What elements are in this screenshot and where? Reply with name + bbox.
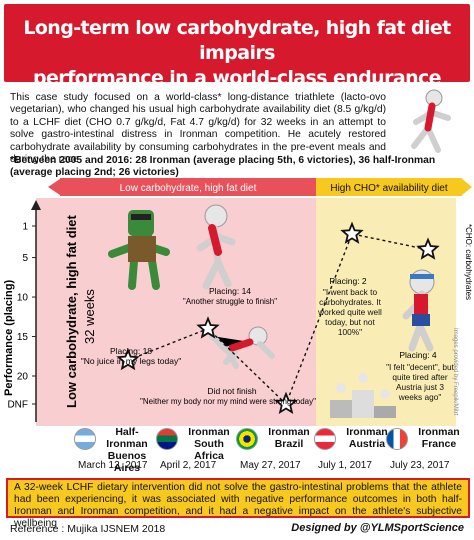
podium-icon: [330, 373, 396, 418]
lchf-vertical-label: Low carbohydrate, high fat diet: [64, 214, 79, 408]
reference-text: Reference : Mujika IJSNEM 2018: [10, 523, 166, 535]
brazil-flag-icon: [236, 428, 258, 450]
y-tick-label: 10: [17, 293, 29, 304]
annotation-quote: "I went back to carbohydrates. It worked…: [318, 287, 382, 337]
south-africa-flag-icon: [156, 428, 178, 450]
star-marker-3: [340, 221, 364, 244]
phase-arrow-right: [462, 179, 472, 195]
annotation-label: Placing: 4: [399, 350, 437, 360]
race-name-line1: Ironman: [346, 426, 388, 438]
annotation-quote: "Neither my body nor my mind were strong…: [140, 397, 316, 406]
annotation-buenos-aires: Placing: 18 "No juice in my legs today": [81, 346, 182, 366]
star-marker-4: [416, 237, 440, 260]
race-name-line2: South Africa: [194, 438, 224, 462]
title-banner: Long-term low carbohydrate, high fat die…: [4, 4, 470, 114]
race-legend: Half-Ironman Buenos Aires March 12, 2017 …: [74, 424, 474, 474]
star-marker-0: [116, 347, 140, 371]
annotation-brazil: Did not finish "Neither my body nor my m…: [140, 386, 316, 406]
annotation-south-africa: Placing: 14 "Another struggle to finish": [183, 286, 277, 306]
title-line-2: performance in a world-class endurance a…: [33, 67, 442, 114]
y-axis-label: Performance (placing): [3, 280, 15, 396]
image-credit-note: Images provided by Freepik/Mitrt: [452, 328, 458, 416]
star-marker-1: [196, 316, 220, 339]
conclusion-box: A 32-week LCHF dietary intervention did …: [6, 478, 470, 529]
annotation-label: Did not finish: [207, 386, 256, 396]
race-name-line2: France: [421, 438, 457, 450]
lchf-band: [36, 198, 316, 426]
annotation-quote: "No juice in my legs today": [81, 356, 182, 366]
y-tick-label: 5: [22, 253, 28, 264]
title-line-1: Long-term low carbohydrate, high fat die…: [23, 17, 451, 64]
race-date: March 12, 2017: [78, 460, 148, 471]
lchf-header: [60, 178, 316, 196]
race-name-line1: Ironman: [188, 426, 230, 438]
phase-arrow-left: [48, 179, 60, 195]
zombie-figure-icon: [108, 210, 170, 290]
annotation-label: Placing: 14: [209, 286, 251, 296]
austria-flag-icon: [314, 428, 336, 450]
annotation-label: Placing: 2: [329, 276, 367, 286]
race-name-line1: Ironman: [268, 426, 310, 438]
cho-side-note: *CHO: carbohydrates: [464, 224, 473, 300]
race-name-line2: Austria: [348, 438, 386, 450]
y-tick-label: 1: [22, 222, 28, 233]
race-name-line1: Ironman: [418, 426, 460, 438]
annotation-france: Placing: 4 "I felt "decent", but quite t…: [386, 350, 454, 402]
argentina-flag-icon: [74, 428, 96, 450]
race-name-line2: Brazil: [274, 438, 304, 450]
annotation-quote: "Another struggle to finish": [183, 297, 277, 306]
race-buenos-aires: Half-Ironman Buenos Aires March 12, 2017: [74, 424, 150, 474]
y-tick-label: 15: [17, 332, 29, 343]
intro-text: This case study focused on a world-class…: [10, 92, 386, 166]
annotation-austria: Placing: 2 "I went back to carbohydrates…: [318, 276, 382, 337]
performance-chart: Low carbohydrate, high fat diet High CHO…: [0, 176, 474, 476]
hcho-header: [316, 178, 462, 196]
race-france: Ironman France July 23, 2017: [386, 424, 462, 474]
career-summary: *Between 2005 and 2016: 28 Ironman (aver…: [10, 155, 436, 179]
race-name-line1: Half-Ironman: [106, 426, 148, 450]
race-date: July 23, 2017: [390, 460, 450, 471]
chart-svg: Low carbohydrate, high fat diet High CHO…: [3, 178, 473, 426]
y-tick-label: DNF: [7, 400, 28, 411]
star-marker-2: [274, 391, 298, 414]
placing-markers: [116, 221, 440, 414]
race-date: May 27, 2017: [240, 460, 301, 471]
race-south-africa: Ironman South Africa April 2, 2017: [156, 424, 232, 474]
struggling-athlete-icon: [196, 204, 236, 290]
designer-credit: Designed by @YLMSportScience: [291, 522, 464, 534]
y-tick-label: 20: [17, 372, 29, 383]
race-brazil: Ironman Brazil May 27, 2017: [236, 424, 312, 474]
tired-athlete-icon: [402, 269, 435, 352]
lchf-header-label: Low carbohydrate, high fat diet: [120, 183, 257, 194]
collapsed-athlete-icon: [209, 326, 275, 369]
race-date: July 1, 2017: [318, 460, 372, 471]
runner-figure-icon: [411, 89, 451, 153]
race-name-line2: Buenos Aires: [107, 450, 147, 474]
france-flag-icon: [386, 428, 408, 450]
lchf-weeks-label: 32 weeks: [82, 289, 97, 344]
race-austria: Ironman Austria July 1, 2017: [314, 424, 390, 474]
annotation-label: Placing: 18: [110, 346, 152, 356]
annotation-quote: "I felt "decent", but quite tired after …: [386, 362, 454, 402]
race-date: April 2, 2017: [160, 460, 217, 471]
y-axis-arrow: [31, 200, 41, 210]
hcho-header-label: High CHO* availability diet: [330, 183, 447, 194]
